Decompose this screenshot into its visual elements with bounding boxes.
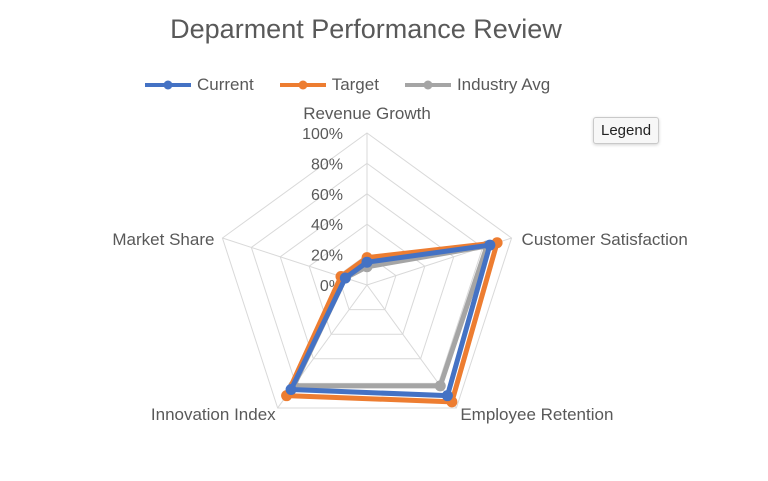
- legend-item-industry-avg[interactable]: Industry Avg: [403, 75, 550, 95]
- chart-title: Deparment Performance Review: [170, 14, 562, 44]
- data-point-industry-avg: [434, 380, 446, 392]
- data-point-current: [484, 239, 496, 251]
- data-point-current: [339, 272, 351, 284]
- tick-label: 40%: [311, 217, 343, 234]
- category-label: Employee Retention: [460, 405, 613, 424]
- category-label: Revenue Growth: [303, 104, 431, 123]
- legend-label-target: Target: [331, 75, 379, 94]
- legend-item-current[interactable]: Current: [143, 75, 254, 95]
- grid-ring: [279, 193, 455, 360]
- legend-item-target[interactable]: Target: [278, 75, 379, 95]
- legend-tooltip: Legend: [593, 117, 660, 144]
- legend-swatch-current: [145, 80, 191, 90]
- data-point-current: [361, 256, 373, 268]
- category-label: Market Share: [112, 230, 214, 249]
- legend-swatch-industry-avg: [404, 80, 451, 90]
- tick-label: 100%: [302, 126, 343, 143]
- tick-label: 80%: [311, 156, 343, 173]
- data-point-current: [285, 384, 297, 396]
- tick-label: 20%: [311, 248, 343, 265]
- legend-label-current: Current: [197, 75, 254, 94]
- legend[interactable]: Current Target Industry Avg: [143, 73, 550, 97]
- legend-swatch-target: [279, 80, 326, 90]
- category-label: Innovation Index: [151, 405, 276, 424]
- data-point-current: [441, 390, 453, 402]
- legend-label-industry-avg: Industry Avg: [456, 75, 551, 94]
- tick-label: 60%: [311, 187, 343, 204]
- grid-ring: [221, 132, 513, 409]
- category-label: Customer Satisfaction: [522, 230, 688, 249]
